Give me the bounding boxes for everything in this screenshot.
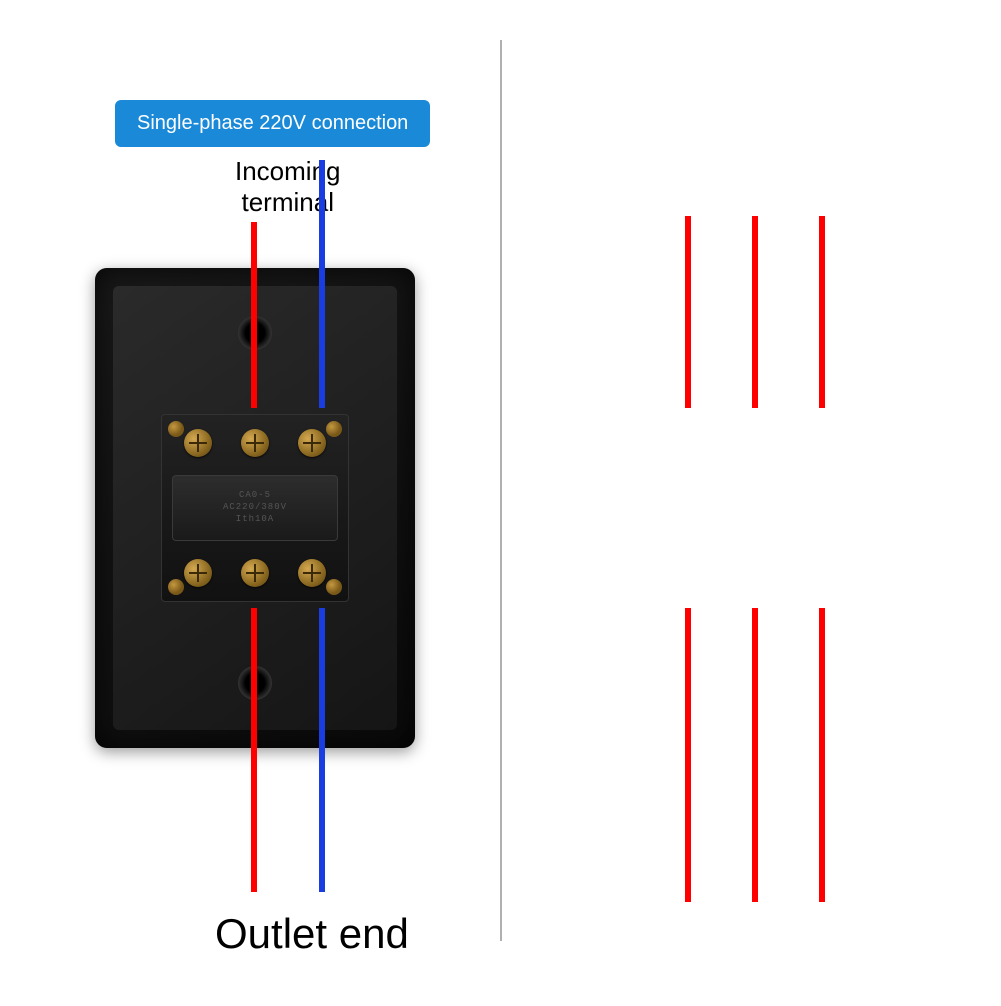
wire (319, 160, 325, 408)
plate-line: AC220/380V (223, 502, 287, 512)
terminal-row-bottom (170, 549, 340, 597)
right-panel: Three-phase 380V connection Incoming end… (500, 0, 1000, 1001)
terminal-screw (184, 429, 212, 457)
wire (251, 608, 257, 892)
plate-line: Ith10A (236, 514, 274, 524)
plate-line: CA0-5 (239, 490, 271, 500)
wire (685, 216, 691, 408)
terminal-screw (298, 429, 326, 457)
wire (752, 216, 758, 408)
wire (319, 608, 325, 892)
terminal-screw (184, 559, 212, 587)
badge-text: Single-phase 220V connection (137, 112, 408, 134)
terminal-screw (241, 559, 269, 587)
outlet-end-label-left: Outlet end (215, 910, 409, 958)
terminal-screw (298, 559, 326, 587)
terminal-block: CA0-5 AC220/380V Ith10A (161, 414, 349, 602)
wire (819, 608, 825, 902)
wire (819, 216, 825, 408)
terminal-screw (241, 429, 269, 457)
terminal-row-top (170, 419, 340, 467)
diagram-container: Single-phase 220V connection Incomingter… (0, 0, 1001, 1001)
single-phase-badge: Single-phase 220V connection (115, 100, 430, 147)
wire (685, 608, 691, 902)
label-text: Outlet end (215, 910, 409, 957)
wire (752, 608, 758, 902)
left-panel: Single-phase 220V connection Incomingter… (0, 0, 500, 1001)
rating-plate: CA0-5 AC220/380V Ith10A (172, 475, 338, 541)
wire (251, 222, 257, 408)
